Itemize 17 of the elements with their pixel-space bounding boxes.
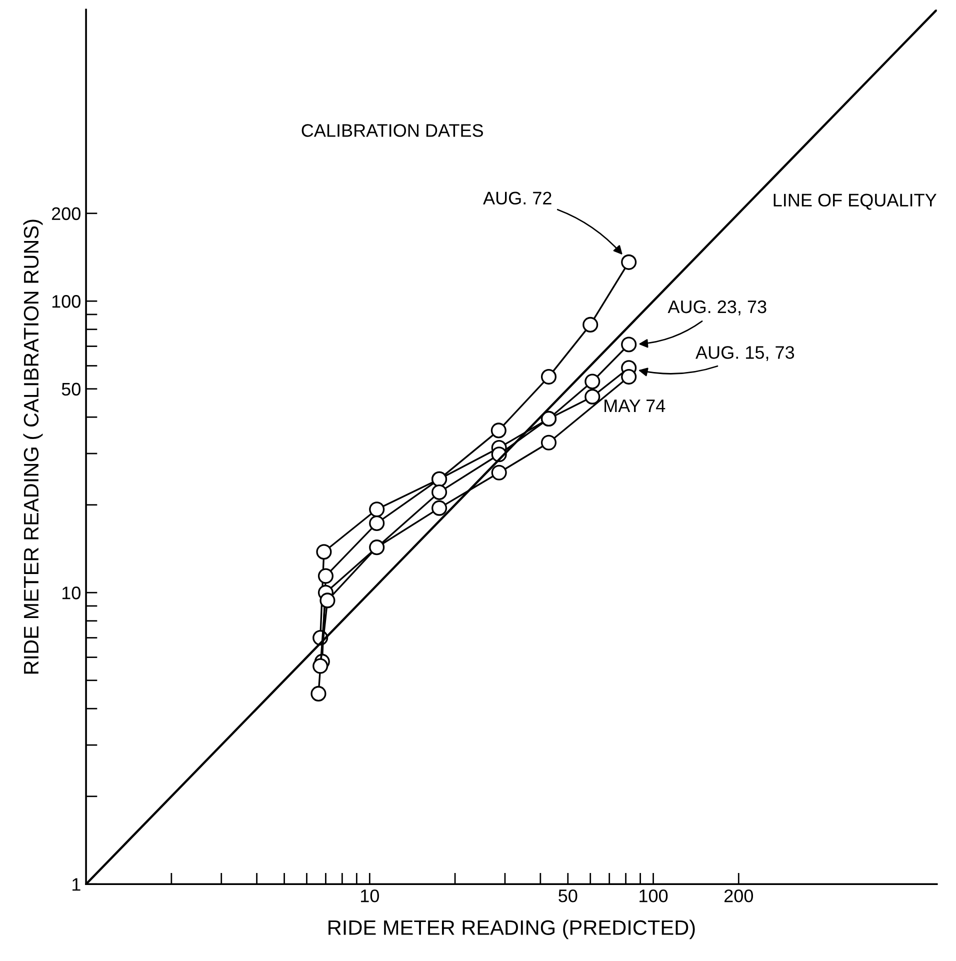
x-tick-label: 200 [724,889,753,902]
annotation: CALIBRATION DATES [302,124,483,137]
y-tick-label: 1 [72,878,80,891]
y-tick-label: 10 [62,586,80,600]
x-tick-label: 100 [640,889,668,902]
x-tick-label: 10 [360,889,379,902]
y-tick-label: 50 [62,382,80,396]
text: AUG. 15, 73 [696,346,794,361]
text: AUG. 72 [483,192,552,205]
text: AUG. 23, 73 [668,300,766,316]
y-tick-label: 200 [52,207,80,220]
y-axis-title: RIDE METER READING ( CALIBRATION RUNS) [23,220,43,674]
series-label: MAY 74 [604,400,666,412]
x-axis-title: RIDE METER READING (PREDICTED) [328,920,695,940]
x-tick-label: 50 [558,889,578,902]
y-tick-label: 100 [52,295,80,308]
series-label: LINE OF EQUALITY [774,194,936,210]
